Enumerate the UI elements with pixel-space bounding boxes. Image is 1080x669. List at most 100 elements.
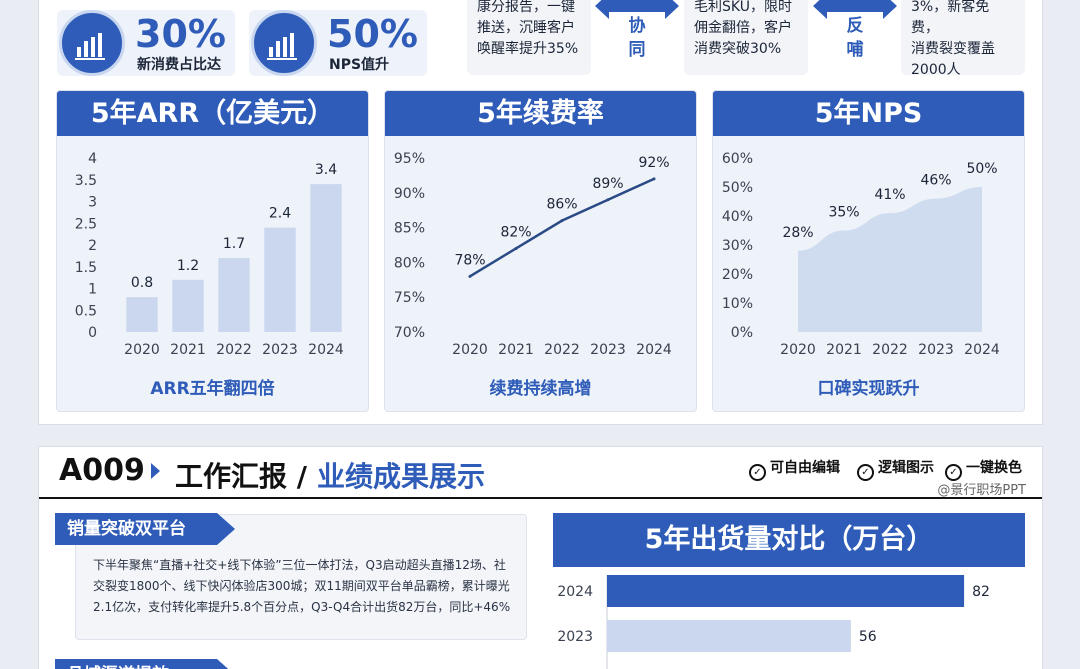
- x-tick-label: 2021: [498, 342, 534, 358]
- data-label: 89%: [592, 176, 623, 192]
- data-point: [514, 246, 518, 250]
- x-tick-label: 2020: [124, 342, 160, 358]
- chart-title: 5年ARR（亿美元）: [57, 91, 368, 136]
- flow-tag-feedback: 反 哺: [846, 16, 864, 60]
- y-tick-label: 2024: [557, 584, 593, 600]
- flow-box-2: 毛利SKU，限时 佣金翻倍，客户 消费突破30%: [684, 0, 808, 75]
- feature-logic-diagram: ✓ 逻辑图示: [857, 457, 934, 481]
- check-circle-icon: ✓: [857, 464, 874, 481]
- x-tick-label: 2022: [872, 342, 908, 358]
- feature-editable: ✓ 可自由编辑: [749, 457, 840, 481]
- flow-tag-synergy: 协 同: [628, 16, 646, 60]
- section-text: 下半年聚焦“直播+社交+线下体验”三位一体打法，Q3启动超头直播12场、社交裂变…: [93, 558, 511, 614]
- x-tick-label: 2020: [780, 342, 816, 358]
- chart-caption: 续费持续高增: [489, 379, 592, 399]
- flow-box-3: 3%，新客免费， 消费裂变覆盖 2000人: [901, 0, 1025, 78]
- y-tick-label: 90%: [394, 186, 425, 202]
- bottom-slide-panel: A009 工作汇报 / 业绩成果展示 ✓ 可自由编辑 ✓ 逻辑图示 ✓ 一键换色 @景…: [38, 446, 1043, 669]
- x-tick-label: 2024: [308, 342, 344, 358]
- y-tick-label: 0: [88, 325, 97, 341]
- check-circle-icon: ✓: [749, 464, 766, 481]
- flow-text: 毛利SKU，限时 佣金翻倍，客户 消费突破30%: [694, 0, 792, 57]
- flow-text: 康分报告，一键 推送，沉睡客户 唤醒率提升35%: [477, 0, 579, 57]
- renewal-line-chart: 70% 75% 80% 85% 90% 95% 2020 2021 2022 2023 2024 78…: [394, 151, 672, 358]
- y-tick-label: 95%: [394, 151, 425, 167]
- arr-bar-chart: 0 0.5 1 1.5 2 2.5 3 3.5 4 2020 2021 2022 2023 2024 0.8…: [75, 151, 344, 358]
- y-tick-label: 50%: [722, 180, 753, 196]
- series-line: [469, 177, 655, 278]
- y-tick-label: 85%: [394, 221, 425, 237]
- bar: [607, 620, 851, 652]
- y-tick-label: 20%: [722, 267, 753, 283]
- y-tick-label: 30%: [722, 238, 753, 254]
- check-circle-icon: ✓: [945, 464, 962, 481]
- nps-area-chart: 0% 10% 20% 30% 40% 50% 60% 2020 2021 2022 2023 2024…: [722, 151, 1000, 358]
- data-label: 56: [859, 629, 877, 645]
- y-tick-label: 3.5: [75, 173, 97, 189]
- y-tick-label: 4: [88, 151, 97, 167]
- section-title: 销量突破双平台: [55, 513, 235, 545]
- data-label: 78%: [454, 252, 485, 268]
- watermark: @景行职场PPT: [937, 483, 1026, 498]
- bar: [607, 575, 965, 607]
- x-tick-label: 2024: [636, 342, 672, 358]
- y-tick-label: 3: [88, 195, 97, 211]
- data-label: 82%: [500, 224, 531, 240]
- slide-code: A009: [59, 453, 145, 488]
- x-tick-label: 2022: [216, 342, 252, 358]
- bar: [310, 184, 342, 332]
- shipment-bar-chart: 2024 82 2023 56: [557, 575, 990, 669]
- stat-value: 30%: [135, 12, 226, 56]
- double-arrow-icon: [595, 0, 679, 19]
- data-point: [652, 177, 656, 181]
- x-tick-label: 2023: [262, 342, 298, 358]
- y-tick-label: 0%: [731, 325, 753, 341]
- slide-title-accent: 业绩成果展示: [317, 460, 486, 493]
- bar: [126, 297, 158, 332]
- y-tick-label: 2023: [557, 629, 593, 645]
- x-tick-label: 2022: [544, 342, 580, 358]
- series-area: [798, 187, 982, 332]
- chart-caption: ARR五年翻四倍: [150, 379, 275, 399]
- y-tick-label: 75%: [394, 290, 425, 306]
- chart-title: 5年NPS: [713, 91, 1024, 136]
- x-tick-label: 2024: [964, 342, 1000, 358]
- data-label: 3.4: [315, 162, 337, 178]
- flow-box-1: 康分报告，一键 推送，沉睡客户 唤醒率提升35%: [467, 0, 591, 75]
- stat-value: 50%: [327, 12, 418, 56]
- bar: [218, 258, 250, 332]
- x-tick-label: 2021: [170, 342, 206, 358]
- stat-card-nps: 50% NPS值升: [249, 10, 427, 76]
- data-label: 0.8: [131, 275, 153, 291]
- y-tick-label: 10%: [722, 296, 753, 312]
- data-label: 41%: [874, 187, 905, 203]
- stat-label: 新消费占比达: [137, 57, 221, 73]
- bar: [172, 279, 204, 332]
- y-tick-label: 0.5: [75, 303, 97, 319]
- double-arrow-icon: [813, 0, 897, 19]
- bar-chart-icon: [251, 10, 317, 76]
- x-tick-label: 2023: [918, 342, 954, 358]
- data-label: 46%: [920, 173, 951, 189]
- data-label: 86%: [546, 197, 577, 213]
- y-tick-label: 1.5: [75, 260, 97, 276]
- data-point: [468, 274, 472, 278]
- data-label: 35%: [828, 205, 859, 221]
- data-label: 1.7: [223, 236, 245, 252]
- data-point: [560, 219, 564, 223]
- header-divider: [39, 497, 1042, 499]
- bar: [264, 227, 296, 332]
- y-tick-label: 60%: [722, 151, 753, 167]
- chart-card-nps: 5年NPS 0% 10% 20% 30% 40% 50% 60% 2020 2021 2022 20…: [712, 90, 1025, 412]
- feature-recolor: ✓ 一键换色: [945, 457, 1022, 481]
- data-label: 50%: [966, 161, 997, 177]
- y-tick-label: 1: [88, 282, 97, 298]
- bar-chart-icon: [59, 10, 125, 76]
- data-label: 82: [972, 584, 990, 600]
- section-title: 品域渠道提效: [55, 659, 235, 669]
- data-label: 1.2: [177, 258, 199, 274]
- x-tick-label: 2021: [826, 342, 862, 358]
- flow-text: 3%，新客免费， 消费裂变覆盖 2000人: [911, 0, 995, 78]
- stat-label: NPS值升: [329, 57, 390, 73]
- x-tick-label: 2020: [452, 342, 488, 358]
